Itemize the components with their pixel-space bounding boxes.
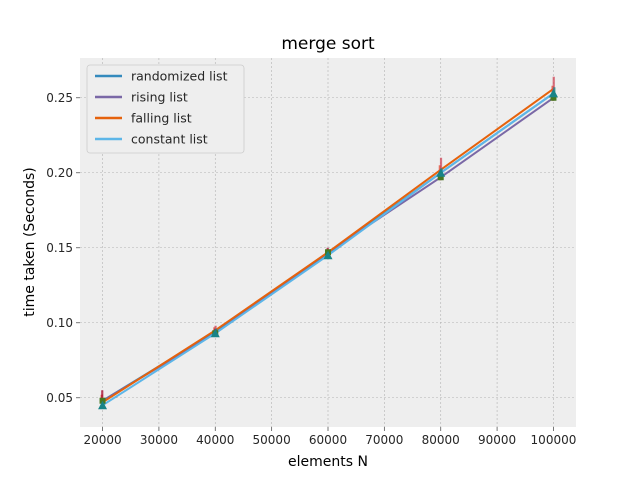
- x-tick-label: 70000: [365, 433, 403, 447]
- x-tick-label: 50000: [253, 433, 291, 447]
- triangle-marker: [323, 250, 333, 260]
- legend-label: falling list: [131, 111, 192, 126]
- square-marker: [437, 174, 444, 181]
- y-tick-label: 0.20: [46, 166, 73, 180]
- y-tick-label: 0.05: [46, 391, 73, 405]
- y-tick-label: 0.25: [46, 91, 73, 105]
- x-ticks: 20000 30000 40000 50000 60000 70000 80000 90000…: [83, 427, 576, 447]
- y-tick-label: 0.15: [46, 241, 73, 255]
- triangle-marker: [548, 88, 558, 98]
- legend-box: [86, 64, 245, 154]
- legend-label: rising list: [131, 90, 188, 105]
- x-axis-label: elements N: [288, 454, 368, 470]
- y-axis-label: time taken (Seconds): [22, 167, 38, 316]
- y-tick-label: 0.10: [46, 316, 73, 330]
- legend-label: randomized list: [131, 69, 228, 84]
- legend-label: constant list: [131, 132, 208, 147]
- x-tick-label: 80000: [422, 433, 460, 447]
- chart-title: merge sort: [281, 34, 375, 54]
- marker-layer: [98, 88, 558, 410]
- triangle-marker: [436, 168, 446, 177]
- square-marker: [550, 94, 557, 101]
- triangle-marker: [210, 328, 220, 338]
- y-ticks: 0.05 0.10 0.15 0.20 0.25: [46, 91, 80, 405]
- x-tick-label: 20000: [83, 433, 121, 447]
- legend: randomized list rising list falling list co…: [86, 64, 245, 154]
- x-tick-label: 100000: [531, 433, 577, 447]
- x-tick-label: 90000: [478, 433, 516, 447]
- x-tick-label: 60000: [309, 433, 347, 447]
- triangle-marker: [98, 400, 108, 410]
- x-tick-label: 40000: [196, 433, 234, 447]
- x-tick-label: 30000: [140, 433, 178, 447]
